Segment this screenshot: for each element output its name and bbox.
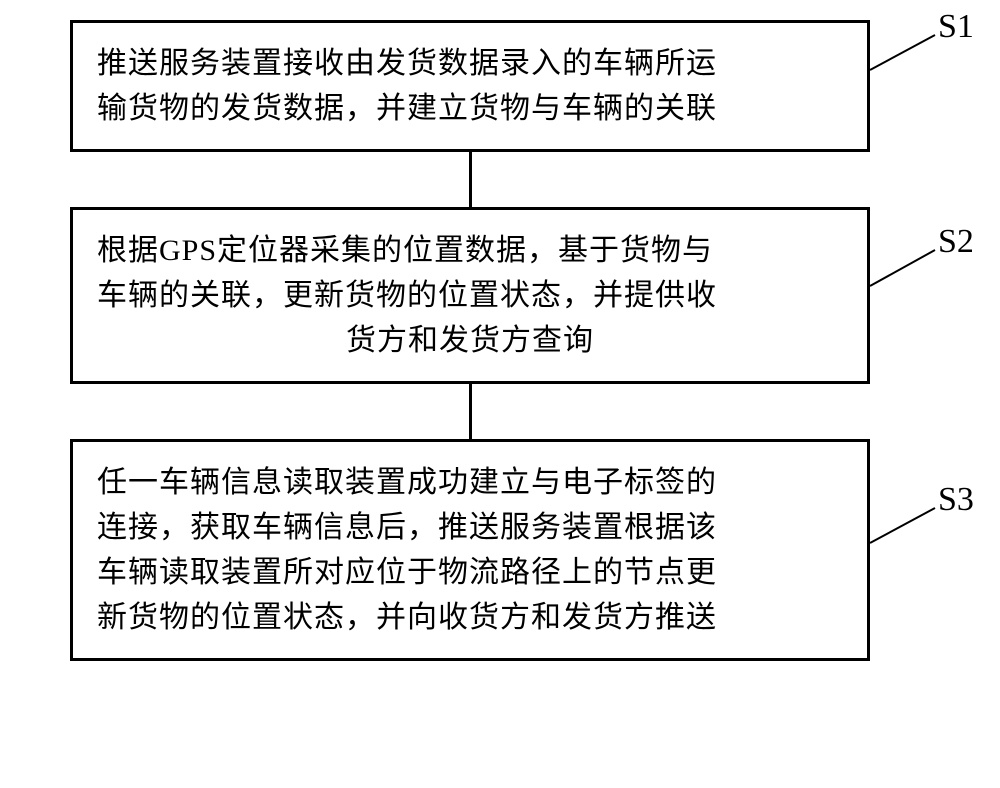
lead-line-s1 (870, 35, 935, 70)
node-text: 任一车辆信息读取装置成功建立与电子标签的 连接，获取车辆信息后，推送服务装置根据… (97, 460, 843, 640)
connector (469, 152, 472, 207)
node-text: 推送服务装置接收由发货数据录入的车辆所运 输货物的发货数据，并建立货物与车辆的关… (97, 41, 843, 131)
lead-line-s2 (870, 250, 935, 286)
node-text: 根据GPS定位器采集的位置数据，基于货物与 车辆的关联，更新货物的位置状态，并提… (97, 228, 843, 363)
connector (469, 384, 472, 439)
flowchart-container: 推送服务装置接收由发货数据录入的车辆所运 输货物的发货数据，并建立货物与车辆的关… (70, 20, 870, 661)
text-line: 连接，获取车辆信息后，推送服务装置根据该 (97, 511, 717, 544)
lead-line-s3 (870, 508, 935, 543)
node-label-s3: S3 (938, 481, 974, 519)
node-label-s1: S1 (938, 8, 974, 46)
text-line: 输货物的发货数据，并建立货物与车辆的关联 (97, 92, 717, 125)
text-line: 根据GPS定位器采集的位置数据，基于货物与 (97, 234, 713, 267)
flow-node-s1: 推送服务装置接收由发货数据录入的车辆所运 输货物的发货数据，并建立货物与车辆的关… (70, 20, 870, 152)
text-line: 车辆的关联，更新货物的位置状态，并提供收 (97, 279, 717, 312)
text-line: 任一车辆信息读取装置成功建立与电子标签的 (97, 466, 717, 499)
flow-node-s3: 任一车辆信息读取装置成功建立与电子标签的 连接，获取车辆信息后，推送服务装置根据… (70, 439, 870, 661)
text-line: 货方和发货方查询 (97, 318, 843, 363)
text-line: 推送服务装置接收由发货数据录入的车辆所运 (97, 47, 717, 80)
text-line: 新货物的位置状态，并向收货方和发货方推送 (97, 601, 717, 634)
flow-node-s2: 根据GPS定位器采集的位置数据，基于货物与 车辆的关联，更新货物的位置状态，并提… (70, 207, 870, 384)
text-line: 车辆读取装置所对应位于物流路径上的节点更 (97, 556, 717, 589)
node-label-s2: S2 (938, 223, 974, 261)
